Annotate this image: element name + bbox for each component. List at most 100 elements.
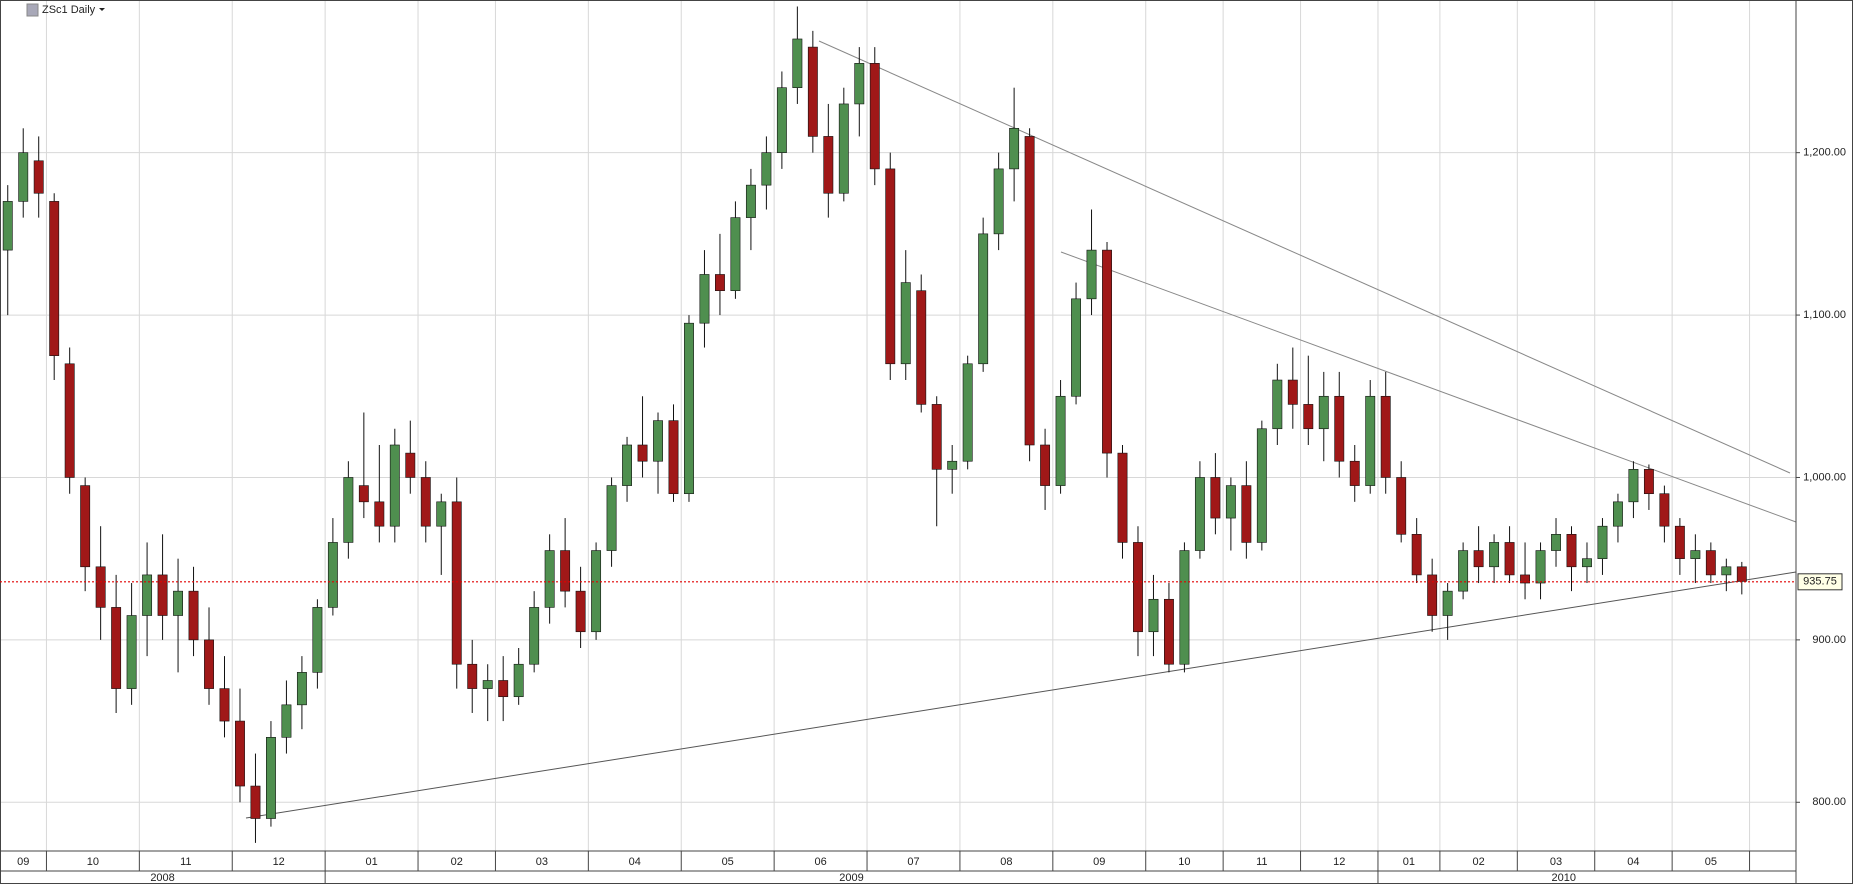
candle-body (544, 550, 555, 608)
candle-body (358, 485, 369, 503)
candle-body (560, 550, 571, 592)
candle-body (962, 363, 973, 462)
year-label: 2010 (1552, 872, 1576, 884)
candle-body (1194, 477, 1205, 551)
candle-body (1009, 127, 1020, 170)
candle-body (1643, 469, 1654, 495)
candle-body (2, 201, 13, 251)
candle-body (745, 184, 756, 218)
candle-body (1690, 550, 1701, 559)
candle-body (761, 152, 772, 186)
x-tick-label: 03 (536, 856, 548, 868)
candle-body (1473, 550, 1484, 568)
candle-body (250, 785, 261, 819)
x-tick-label: 05 (722, 856, 734, 868)
candle-body (1256, 428, 1267, 543)
trendline (1060, 251, 1797, 523)
y-tick-label: 1,200.00 (1803, 147, 1846, 159)
candle-body (1489, 542, 1500, 568)
candle-body (157, 574, 168, 616)
title-area[interactable]: ZSc1 Daily (26, 3, 105, 17)
candle-body (1613, 501, 1623, 527)
candle-body (699, 274, 710, 324)
candles (2, 6, 1747, 843)
x-tick-label: 01 (1403, 856, 1415, 868)
candle-body (498, 680, 509, 698)
candle-body (1396, 477, 1407, 535)
candle-body (1148, 598, 1159, 633)
candle-body (792, 38, 803, 88)
candle-body (451, 501, 462, 665)
candle-body (978, 233, 989, 365)
candle-body (33, 160, 44, 194)
y-tick-label: 800.00 (1812, 796, 1846, 808)
candle-body (1349, 460, 1360, 486)
candle-body (1210, 477, 1221, 519)
x-tick-label: 09 (1093, 856, 1105, 868)
x-tick-label: 11 (1256, 856, 1267, 868)
x-tick-label: 10 (87, 856, 99, 868)
candle-body (1272, 379, 1283, 430)
candle-body (916, 290, 927, 405)
trendlines (245, 40, 1797, 819)
candle-body (1133, 542, 1143, 633)
candle-body (1442, 590, 1453, 616)
y-tick-label: 1,100.00 (1803, 309, 1846, 321)
candle-body (296, 672, 307, 706)
x-tick-label: 07 (907, 856, 919, 868)
y-tick-label: 1,000.00 (1803, 471, 1846, 483)
candle-body (838, 103, 849, 194)
candle-body (235, 720, 245, 787)
candle-body (730, 217, 741, 292)
candle-body (49, 201, 60, 356)
candle-body (1566, 534, 1577, 568)
candle-body (1071, 298, 1081, 397)
candle-body (1287, 379, 1298, 405)
candle-body (64, 363, 75, 478)
candle-body (327, 542, 338, 608)
candle-body (204, 639, 214, 689)
candle-body (1179, 550, 1190, 665)
candle-body (219, 688, 230, 722)
candle-body (1674, 525, 1685, 559)
x-tick-label: 12 (1333, 856, 1345, 868)
candle-body (95, 566, 106, 608)
candle-body (823, 136, 834, 194)
candle-body (1225, 485, 1236, 519)
candle-body (18, 152, 29, 202)
year-label: 2009 (839, 872, 863, 884)
x-tick-label: 09 (17, 856, 29, 868)
candle-body (653, 420, 663, 462)
candle-body (869, 63, 880, 170)
candle-body (1102, 249, 1112, 454)
candle-body (776, 87, 787, 153)
candle-body (993, 168, 1004, 235)
candle-body (1380, 395, 1391, 478)
candle-body (1117, 452, 1128, 543)
candle-body (1040, 444, 1051, 486)
candle-body (1721, 566, 1732, 576)
candle-body (1535, 550, 1546, 584)
candle-body (1659, 493, 1670, 527)
candle-body (420, 477, 431, 527)
candle-body (1597, 525, 1608, 559)
candle-body (807, 46, 818, 137)
last-price-box (1797, 573, 1843, 591)
x-tick-label: 08 (1000, 856, 1012, 868)
candle-body (482, 680, 493, 689)
dropdown-arrow[interactable] (99, 8, 105, 11)
candle-body (266, 737, 276, 819)
x-tick-label: 04 (1627, 856, 1639, 868)
candle-body (1736, 566, 1747, 582)
candle-body (1055, 395, 1066, 486)
candle-body (591, 550, 602, 633)
candle-body (1303, 404, 1314, 430)
x-tick-label: 11 (180, 856, 191, 868)
candle-body (1334, 395, 1345, 462)
candle-body (1318, 395, 1329, 430)
candle-body (513, 663, 524, 698)
x-tick-label: 01 (365, 856, 377, 868)
